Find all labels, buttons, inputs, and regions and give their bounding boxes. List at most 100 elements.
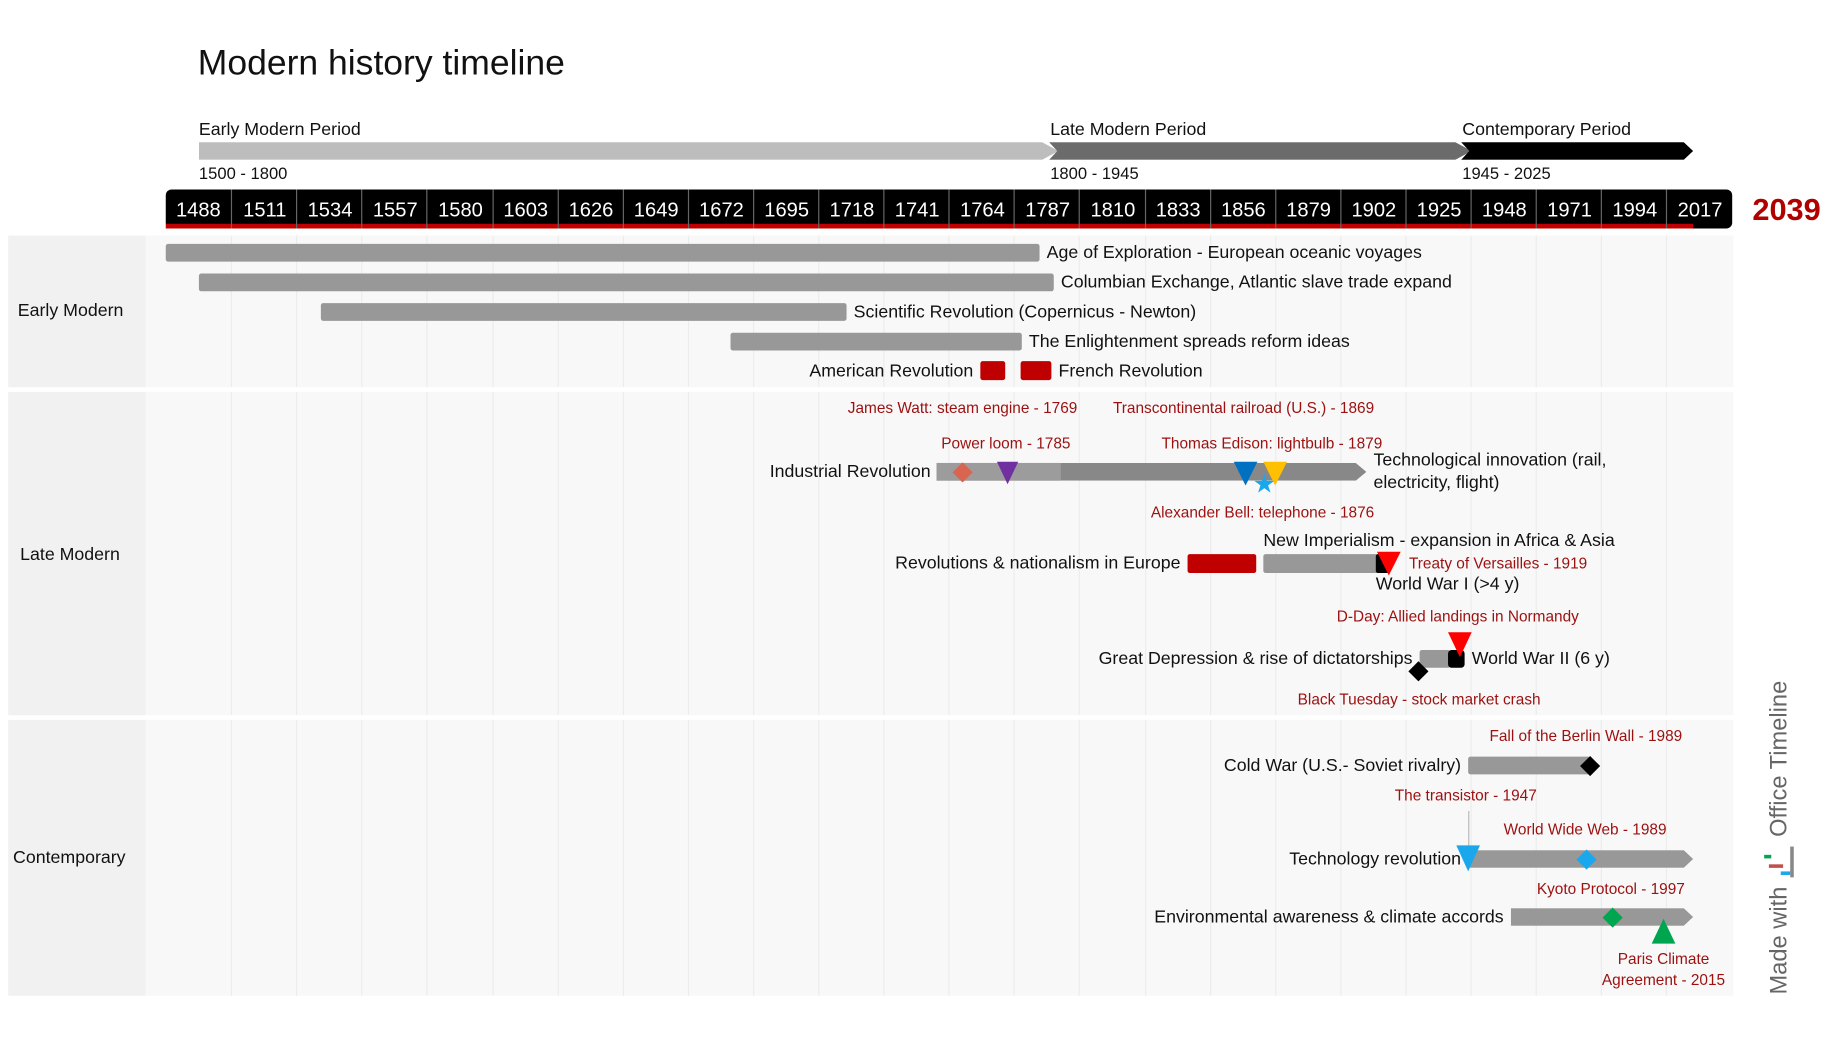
task-bar-american[interactable] bbox=[980, 361, 1006, 381]
task-label-coldwar: Cold War (U.S.- Soviet rivalry) bbox=[1223, 755, 1462, 776]
gridline bbox=[687, 719, 689, 996]
task-bar-french[interactable] bbox=[1020, 361, 1052, 381]
gridline bbox=[491, 719, 494, 996]
milestone-label-loom: Power loom - 1785 bbox=[941, 434, 1071, 453]
period-early-bar bbox=[198, 142, 1059, 160]
gridline bbox=[1666, 391, 1668, 716]
page-title: Modern history timeline bbox=[197, 43, 565, 83]
period-contemporary-bar bbox=[1461, 142, 1694, 160]
gridline bbox=[296, 235, 298, 388]
gridline bbox=[1079, 719, 1081, 996]
axis-tick-label: 1488 bbox=[175, 198, 221, 222]
gridline bbox=[426, 719, 428, 996]
axis-tick-label: 1649 bbox=[622, 189, 688, 229]
office-timeline-logo-icon bbox=[1764, 846, 1795, 878]
swimlane-early-header bbox=[8, 235, 146, 388]
gridline bbox=[622, 719, 624, 996]
milestone-label-berlin: Fall of the Berlin Wall - 1989 bbox=[1489, 726, 1683, 745]
gridline bbox=[883, 235, 885, 388]
axis-end-year: 2039 bbox=[1752, 191, 1821, 228]
milestone-watt-triangle-icon[interactable] bbox=[996, 461, 1019, 485]
milestone-label-versailles: Treaty of Versailles - 1919 bbox=[1408, 554, 1588, 572]
axis-tick-label: 1557 bbox=[361, 189, 427, 229]
gridline bbox=[1144, 391, 1146, 716]
gridline bbox=[948, 391, 950, 716]
milestone-label-dday: D-Day: Allied landings in Normandy bbox=[1336, 607, 1579, 626]
gridline bbox=[1666, 235, 1668, 388]
swimlane-contemporary bbox=[8, 719, 1734, 996]
milestone-bell-star-icon[interactable]: ★ bbox=[1252, 468, 1277, 499]
axis-tick-label: 1695 bbox=[752, 189, 819, 229]
task-label-scientific: Scientific Revolution (Copernicus - Newt… bbox=[853, 301, 1197, 323]
task-label-ww2: World War II (6 y) bbox=[1471, 648, 1610, 669]
gridline bbox=[1405, 391, 1407, 716]
task-bar-environment[interactable] bbox=[1510, 908, 1694, 926]
axis-tick-label: 1994 bbox=[1600, 189, 1667, 229]
task-label-tech-innovation-1: Technological innovation (rail, bbox=[1373, 449, 1607, 471]
milestone-paris-triangle-icon[interactable] bbox=[1651, 918, 1676, 944]
milestone-transistor-triangle-icon[interactable] bbox=[1456, 845, 1480, 872]
gridline bbox=[361, 391, 363, 716]
gridline bbox=[818, 391, 820, 716]
task-label-techrev: Technology revolution bbox=[1289, 848, 1462, 870]
gridline bbox=[1535, 391, 1537, 716]
axis-tick-label: 1534 bbox=[296, 189, 362, 229]
axis-tick-label: 1580 bbox=[426, 189, 493, 229]
gridline bbox=[230, 391, 233, 716]
gridline bbox=[622, 391, 624, 716]
gridline bbox=[1144, 235, 1146, 388]
axis-tick-label: 1626 bbox=[557, 189, 623, 229]
axis-tick-label: 1856 bbox=[1209, 189, 1276, 229]
gridline bbox=[1340, 391, 1342, 716]
gridline bbox=[752, 719, 755, 996]
task-label-columbian: Columbian Exchange, Atlantic slave trade… bbox=[1060, 272, 1452, 293]
gridline bbox=[1013, 719, 1016, 996]
task-label-revolutions: Revolutions & nationalism in Europe bbox=[895, 552, 1181, 574]
gridline bbox=[1340, 235, 1342, 388]
gridline bbox=[230, 719, 233, 996]
milestone-label-watt: James Watt: steam engine - 1769 bbox=[847, 399, 1078, 417]
task-label-enlightenment: The Enlightenment spreads reform ideas bbox=[1028, 331, 1350, 352]
task-bar-coldwar[interactable] bbox=[1468, 756, 1591, 775]
gridline bbox=[1079, 235, 1081, 388]
gridline bbox=[557, 719, 559, 996]
axis-tick-label: 1810 bbox=[1079, 189, 1145, 229]
task-bar-enlightenment[interactable] bbox=[730, 332, 1022, 351]
milestone-label-paris-1: Paris Climate bbox=[1617, 949, 1710, 968]
gridline bbox=[1013, 391, 1016, 716]
task-bar-scientific[interactable] bbox=[320, 303, 847, 321]
task-label-depression: Great Depression & rise of dictatorships bbox=[1098, 648, 1413, 669]
task-bar-depression[interactable] bbox=[1419, 650, 1451, 668]
axis-tick-label: 1902 bbox=[1340, 189, 1406, 229]
task-bar-revolutions[interactable] bbox=[1187, 554, 1257, 574]
today-progress-line bbox=[165, 223, 1694, 229]
milestone-railroad-triangle-icon[interactable] bbox=[1233, 461, 1258, 486]
swimlane-contemporary-label: Contemporary bbox=[13, 847, 126, 868]
axis-tick-label: 1511 bbox=[230, 189, 297, 229]
gridline bbox=[296, 719, 298, 996]
gridline bbox=[1079, 391, 1081, 716]
task-bar-exploration[interactable] bbox=[165, 243, 1040, 262]
axis-tick-label: 1925 bbox=[1405, 189, 1471, 229]
milestone-dday-triangle-icon[interactable] bbox=[1448, 632, 1472, 658]
gridline bbox=[1209, 719, 1211, 996]
swimlane-late-header bbox=[8, 391, 146, 716]
task-bar-imperialism[interactable] bbox=[1263, 554, 1380, 574]
swimlane-late-label: Late Modern bbox=[20, 544, 120, 565]
period-contemporary-label: Contemporary Period bbox=[1462, 119, 1632, 140]
task-bar-columbian[interactable] bbox=[198, 273, 1054, 292]
gridline bbox=[1470, 391, 1472, 716]
gridline bbox=[1144, 719, 1146, 996]
axis-tick-label: 1787 bbox=[1013, 189, 1080, 229]
milestone-edison-triangle-icon[interactable] bbox=[1263, 461, 1288, 486]
milestone-label-railroad: Transcontinental railroad (U.S.) - 1869 bbox=[1112, 399, 1375, 417]
task-label-environment: Environmental awareness & climate accord… bbox=[1154, 906, 1504, 928]
gridline bbox=[1405, 235, 1407, 388]
gridline bbox=[1274, 235, 1276, 388]
milestone-versailles-triangle-icon[interactable] bbox=[1376, 551, 1401, 576]
milestone-label-edison: Thomas Edison: lightbulb - 1879 bbox=[1161, 434, 1383, 453]
period-late-label: Late Modern Period bbox=[1050, 119, 1207, 140]
gridline bbox=[1405, 719, 1407, 996]
milestone-transistor-leader-line bbox=[1468, 811, 1470, 849]
